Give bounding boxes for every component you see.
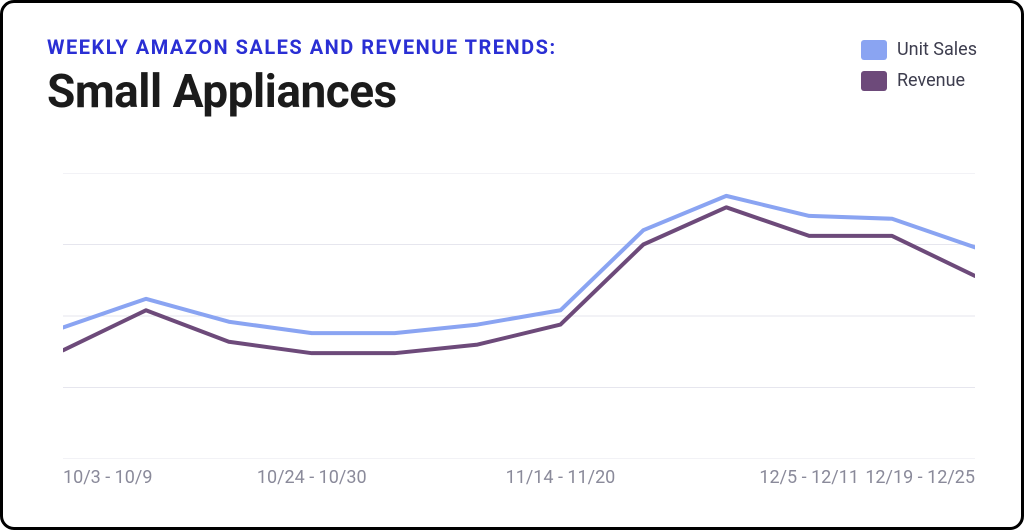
chart-title: Small Appliances <box>47 65 861 119</box>
series-revenue <box>63 207 975 353</box>
legend-label: Revenue <box>897 70 965 91</box>
x-axis-label: 11/14 - 11/20 <box>506 467 616 488</box>
legend: Unit Sales Revenue <box>861 35 977 91</box>
chart-frame: WEEKLY AMAZON SALES AND REVENUE TRENDS: … <box>0 0 1024 530</box>
chart-subtitle: WEEKLY AMAZON SALES AND REVENUE TRENDS: <box>47 35 861 59</box>
x-axis-label: 10/24 - 10/30 <box>257 467 367 488</box>
legend-swatch <box>861 71 887 91</box>
legend-label: Unit Sales <box>897 39 977 60</box>
series-unit-sales <box>63 196 975 333</box>
chart-card: WEEKLY AMAZON SALES AND REVENUE TRENDS: … <box>19 17 1005 513</box>
line-chart-svg <box>63 173 975 459</box>
x-axis-label: 10/3 - 10/9 <box>63 467 152 488</box>
x-axis-label: 12/19 - 12/25 <box>865 467 975 488</box>
x-axis-label: 12/5 - 12/11 <box>759 467 859 488</box>
legend-swatch <box>861 40 887 60</box>
legend-item-revenue: Revenue <box>861 70 977 91</box>
plot-area <box>63 173 975 459</box>
x-axis-labels: 10/3 - 10/9 10/24 - 10/30 11/14 - 11/20 12/… <box>63 467 975 495</box>
titles: WEEKLY AMAZON SALES AND REVENUE TRENDS: … <box>47 35 861 119</box>
legend-item-unit-sales: Unit Sales <box>861 39 977 60</box>
chart-header: WEEKLY AMAZON SALES AND REVENUE TRENDS: … <box>19 17 1005 129</box>
